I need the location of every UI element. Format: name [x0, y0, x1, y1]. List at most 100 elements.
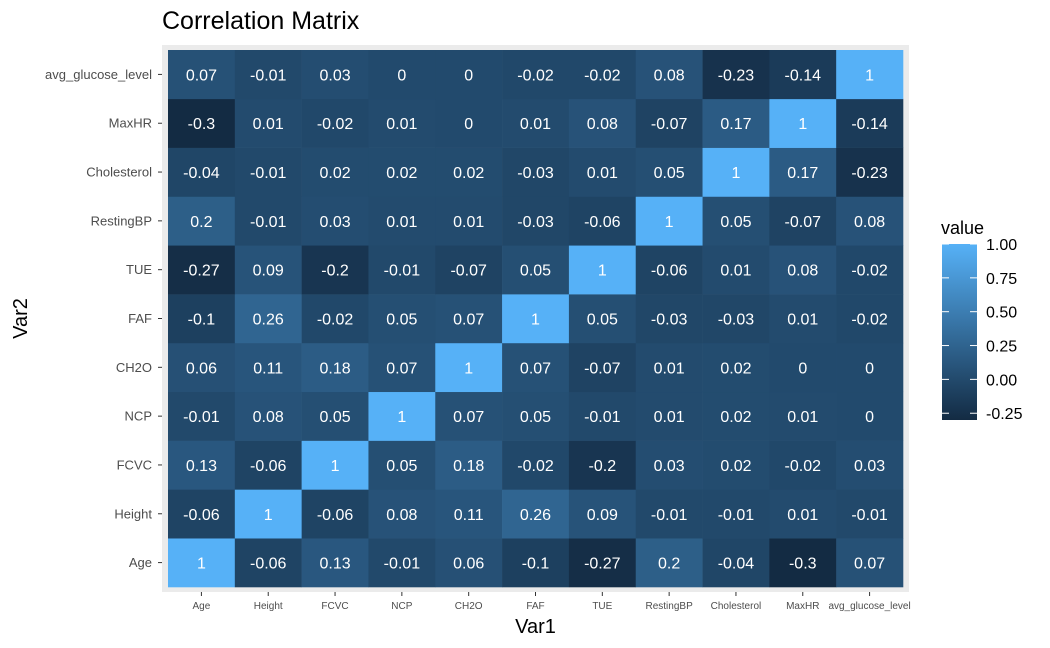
cell-value-label: -0.06 — [250, 556, 287, 573]
cell-value-label: -0.01 — [851, 507, 888, 524]
cell-value-label: 0.05 — [319, 409, 350, 426]
heatmap-cell-Cholesterol-Cholesterol — [702, 147, 770, 197]
cell-value-label: 0.08 — [854, 214, 885, 231]
y-tick-label: RestingBP — [91, 213, 152, 228]
cell-value-label: -0.27 — [584, 556, 621, 573]
heatmap-cell-Height-Cholesterol — [234, 147, 302, 197]
y-tick-label: Height — [114, 506, 152, 521]
cell-value-label: -0.3 — [188, 116, 216, 133]
cell-value-label: 0.2 — [190, 214, 212, 231]
cell-value-label: 0.07 — [453, 312, 484, 329]
heatmap-cell-RestingBP-Height — [635, 489, 703, 539]
heatmap-cell-RestingBP-Cholesterol — [635, 147, 703, 197]
cell-value-label: 0.05 — [587, 312, 618, 329]
cell-value-label: 0.07 — [520, 360, 551, 377]
heatmap-cell-Height-FCVC — [234, 440, 302, 490]
heatmap-cell-Cholesterol-TUE — [702, 245, 770, 295]
heatmap-cell-Age-CH2O — [168, 342, 236, 393]
heatmap-cell-MaxHR-RestingBP — [769, 196, 837, 246]
heatmap-cell-CH2O-Height — [435, 489, 503, 539]
cell-value-label: 0.03 — [319, 214, 350, 231]
cell-value-label: -0.2 — [321, 263, 349, 280]
heatmap-cell-NCP-FCVC — [368, 440, 436, 490]
cell-value-label: 0.13 — [186, 458, 217, 475]
cell-value-label: 0.01 — [787, 507, 818, 524]
heatmap-cell-Height-FAF — [234, 294, 302, 344]
cell-value-label: 0.07 — [186, 67, 217, 84]
heatmap-cell-Age-Age — [168, 538, 236, 588]
heatmap-cell-MaxHR-FCVC — [769, 440, 837, 490]
cell-value-label: 0.01 — [520, 116, 551, 133]
heatmap-cell-avg_glucose_level-avg_glucose_level — [836, 50, 904, 100]
cell-value-label: 1 — [331, 458, 340, 475]
cell-value-label: 0.08 — [386, 507, 417, 524]
legend-tick-label: 0.25 — [986, 339, 1017, 356]
cell-value-label: 0.05 — [386, 458, 417, 475]
heatmap-cell-avg_glucose_level-FCVC — [836, 440, 904, 490]
cell-value-label: 0.02 — [386, 165, 417, 182]
cell-value-label: -0.07 — [651, 116, 688, 133]
cell-value-label: -0.07 — [785, 214, 822, 231]
x-tick-label: avg_glucose_level — [828, 601, 910, 612]
cell-value-label: -0.02 — [317, 116, 354, 133]
cell-value-label: -0.01 — [250, 165, 287, 182]
cell-value-label: 0 — [464, 67, 473, 84]
cell-value-label: 0.08 — [787, 263, 818, 280]
cell-value-label: 0 — [397, 67, 406, 84]
cell-value-label: 0.07 — [453, 409, 484, 426]
heatmap-cell-FAF-avg_glucose_level — [502, 50, 570, 100]
heatmap-cell-TUE-avg_glucose_level — [568, 50, 637, 100]
heatmap-cell-NCP-MaxHR — [368, 98, 436, 148]
heatmap-cell-Height-CH2O — [234, 342, 302, 393]
heatmap-cell-FCVC-avg_glucose_level — [301, 50, 369, 100]
heatmap-cell-FAF-NCP — [502, 391, 570, 441]
heatmap-cell-FAF-RestingBP — [502, 196, 570, 246]
heatmap-cell-avg_glucose_level-Cholesterol — [836, 147, 904, 197]
cell-value-label: 1 — [397, 409, 406, 426]
heatmap-cell-FAF-Cholesterol — [502, 147, 570, 197]
cell-value-label: 0.09 — [587, 507, 618, 524]
cell-value-label: 0.17 — [720, 116, 751, 133]
heatmap-cell-Cholesterol-FCVC — [702, 440, 770, 490]
cell-value-label: -0.27 — [183, 263, 220, 280]
heatmap-cell-TUE-FCVC — [568, 440, 637, 490]
cell-value-label: 0 — [464, 116, 473, 133]
heatmap-cell-Cholesterol-Age — [702, 538, 770, 588]
heatmap-cell-FAF-Height — [502, 489, 570, 539]
cell-value-label: 0.01 — [720, 263, 751, 280]
x-tick-label: FAF — [526, 601, 544, 612]
heatmap-cell-FAF-MaxHR — [502, 98, 570, 148]
y-tick-label: NCP — [125, 409, 152, 424]
heatmap-cell-FAF-FCVC — [502, 440, 570, 490]
heatmap-cell-RestingBP-CH2O — [635, 342, 703, 393]
y-tick-label: CH2O — [116, 360, 152, 375]
cell-value-label: -0.01 — [584, 409, 621, 426]
cell-value-label: 0.17 — [787, 165, 818, 182]
cell-value-label: 1 — [264, 507, 273, 524]
heatmap-cell-Age-Cholesterol — [168, 147, 236, 197]
heatmap-cell-RestingBP-RestingBP — [635, 196, 703, 246]
heatmap-cell-FAF-FAF — [502, 294, 570, 344]
heatmap-cell-FCVC-FAF — [301, 294, 369, 344]
heatmap-cell-RestingBP-FCVC — [635, 440, 703, 490]
heatmap-cell-Height-MaxHR — [234, 98, 302, 148]
cell-value-label: 0.08 — [253, 409, 284, 426]
legend-colorbar — [942, 244, 977, 420]
cell-value-label: -0.02 — [851, 312, 888, 329]
heatmap-cell-Cholesterol-CH2O — [702, 342, 770, 393]
heatmap-cell-FCVC-Age — [301, 538, 369, 588]
cell-value-label: 0.01 — [654, 360, 685, 377]
cell-value-label: -0.02 — [317, 312, 354, 329]
legend-tick-label: 1.00 — [986, 237, 1017, 254]
cell-value-label: -0.02 — [517, 67, 554, 84]
chart-title: Correlation Matrix — [162, 7, 360, 35]
cell-value-label: 0.03 — [854, 458, 885, 475]
heatmap-cell-Age-FCVC — [168, 440, 236, 490]
cell-value-label: 1 — [197, 556, 206, 573]
cell-labels: 1 -0.06 0.13 -0.01 0.06 -0.1 -0.27 0.2 -0.04 -0.3… — [183, 67, 888, 572]
heatmap-cell-avg_glucose_level-FAF — [836, 294, 904, 344]
y-tick-label: TUE — [126, 262, 152, 277]
heatmap-cell-FCVC-TUE — [301, 245, 369, 295]
cell-value-label: -0.07 — [450, 263, 487, 280]
cell-value-label: -0.01 — [384, 263, 421, 280]
